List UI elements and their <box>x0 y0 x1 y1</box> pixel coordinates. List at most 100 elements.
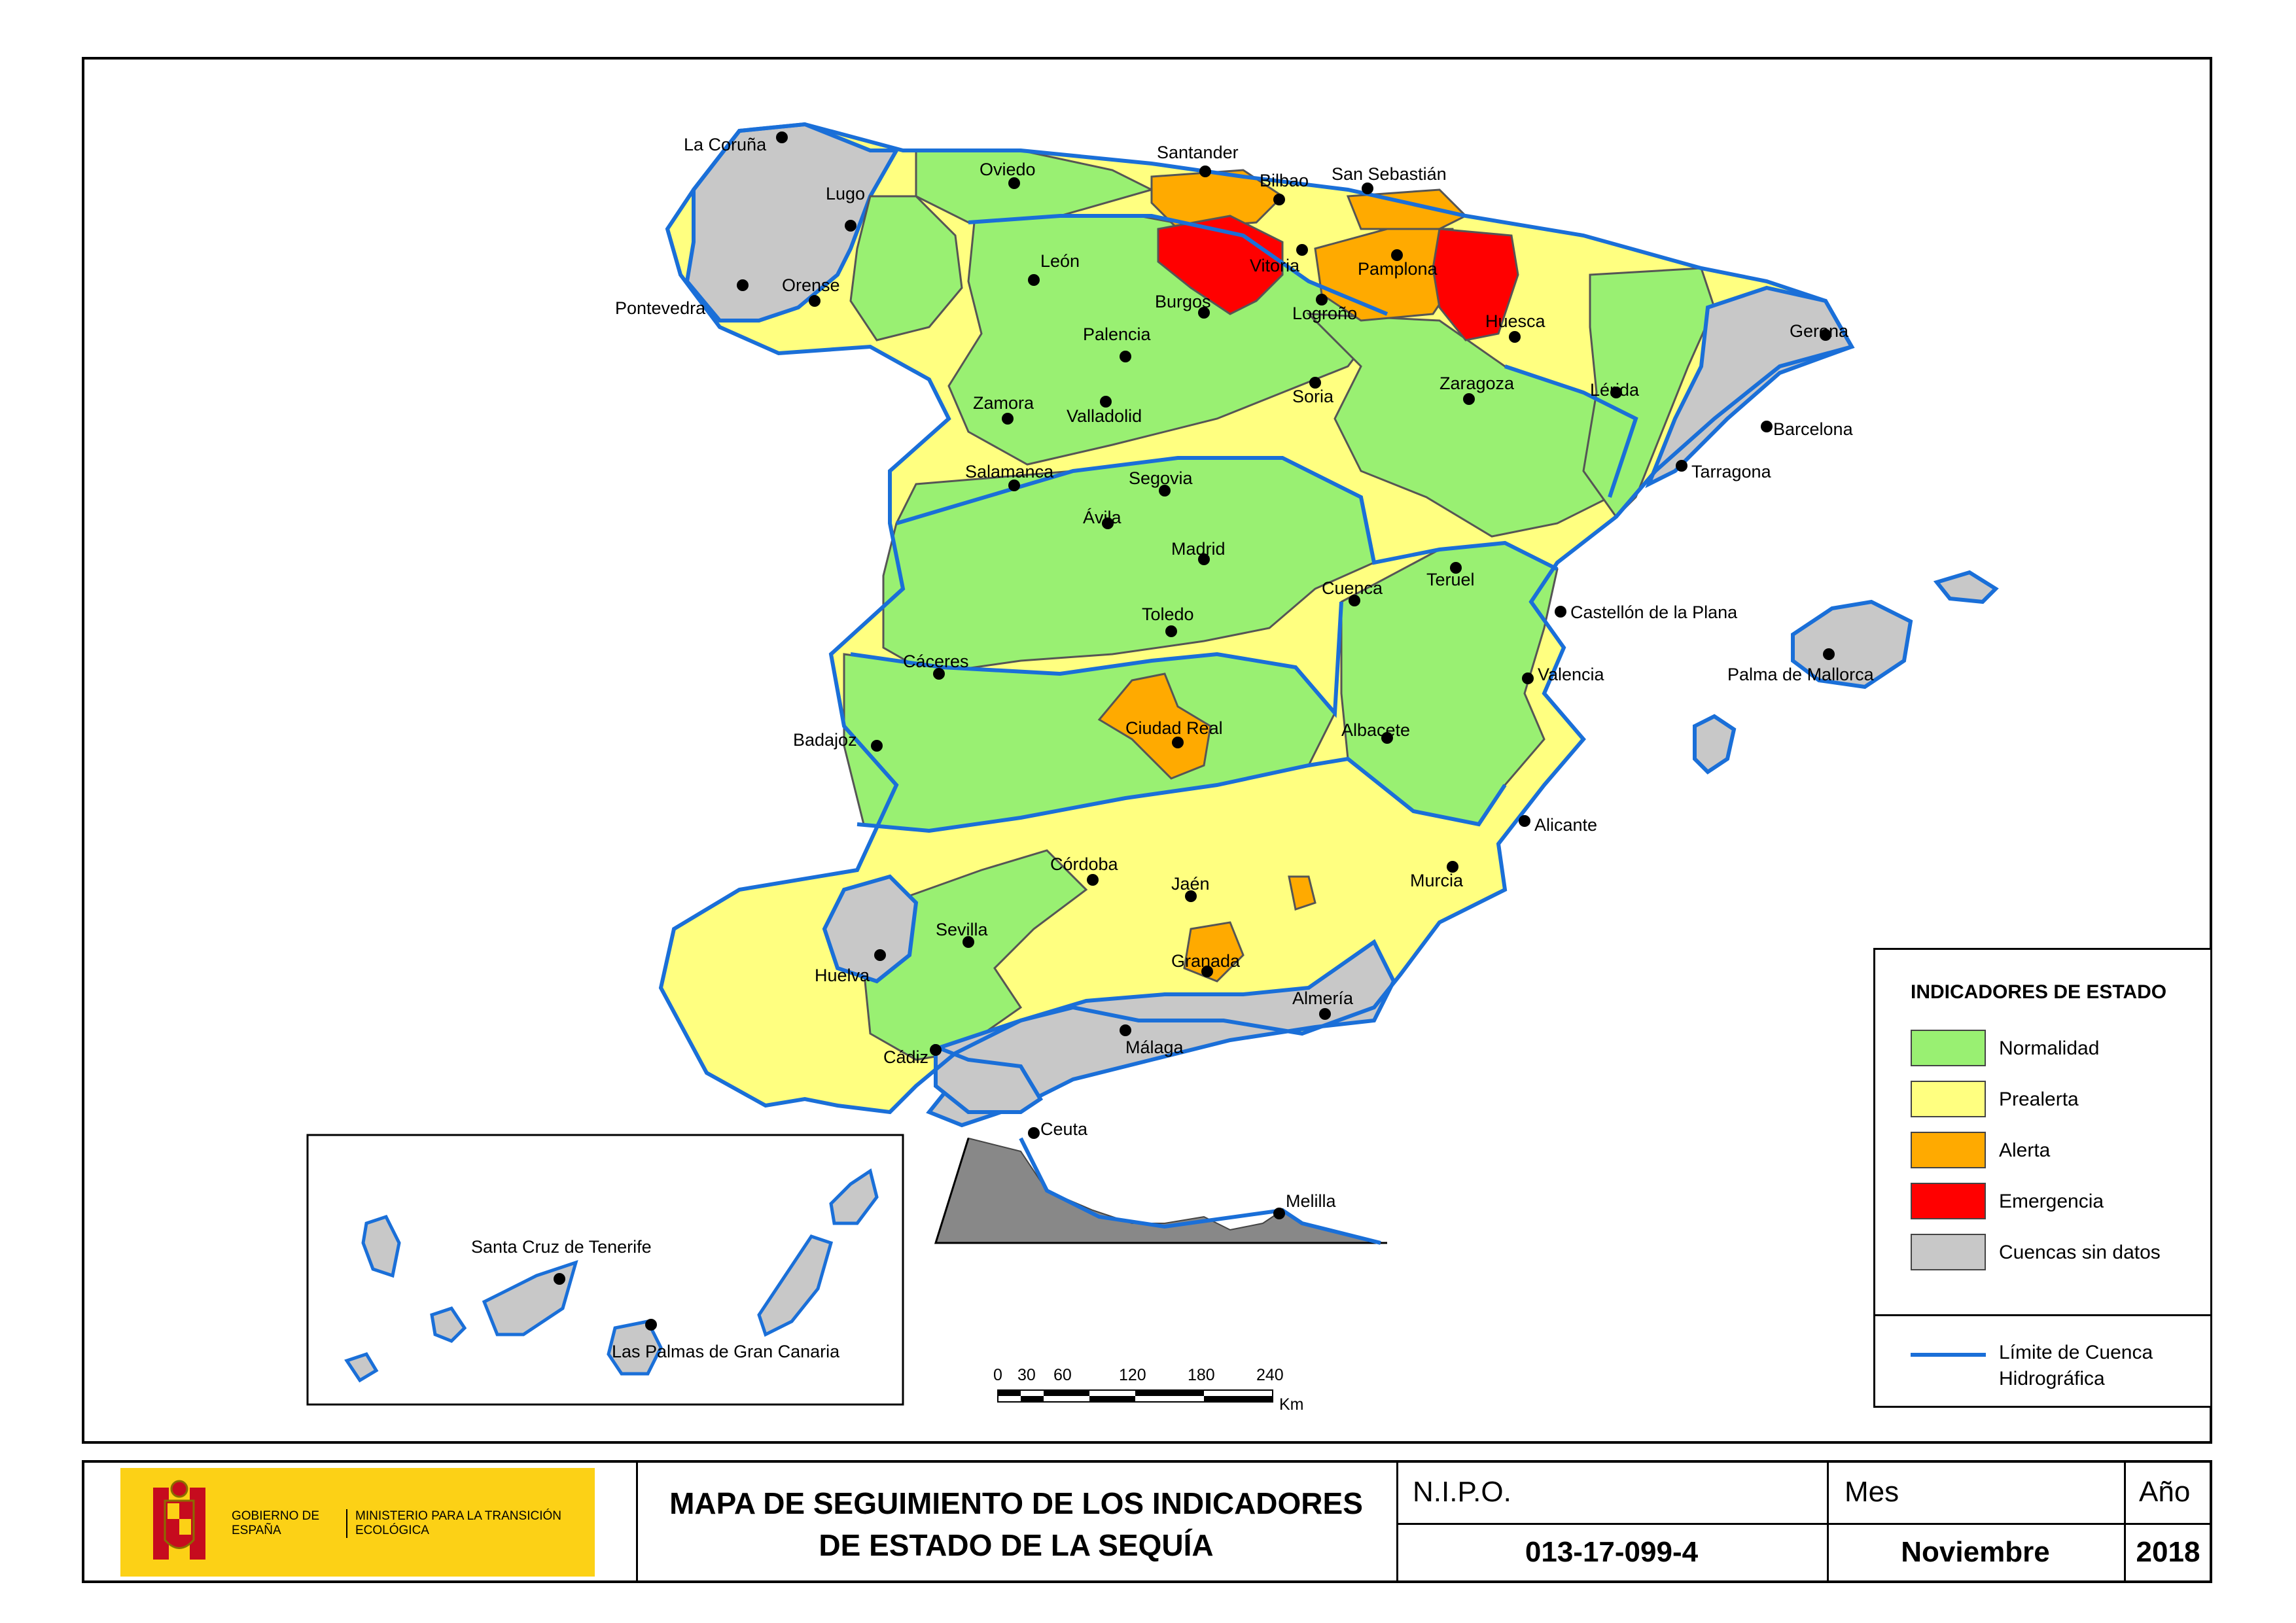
city-label-huesca: Huesca <box>1485 311 1546 331</box>
city-label-malaga: Málaga <box>1125 1038 1184 1057</box>
city-label-oviedo: Oviedo <box>980 160 1036 179</box>
scale-tick-60: 60 <box>1053 1366 1072 1384</box>
city-marker-salamanca <box>1008 480 1020 491</box>
city-label-lerida: Lérida <box>1590 380 1640 400</box>
city-marker-malaga <box>1120 1024 1131 1036</box>
legend-boundary-label: Límite de Cuenca Hidrográfica <box>1999 1342 2153 1389</box>
scale-tick-240: 240 <box>1256 1366 1284 1384</box>
city-label-pamplona: Pamplona <box>1358 259 1438 279</box>
city-label-caceres: Cáceres <box>903 652 969 671</box>
city-marker-segovia <box>1159 485 1171 497</box>
city-label-huelva: Huelva <box>815 966 870 985</box>
legend-swatch-normalidad <box>1911 1030 1986 1066</box>
legend-divider <box>1875 1314 2210 1316</box>
basin-huelva-sindatos <box>822 874 919 984</box>
legend-label-sin-datos: Cuencas sin datos <box>1999 1242 2161 1263</box>
city-marker-burgos <box>1198 307 1210 319</box>
city-label-bilbao: Bilbao <box>1260 171 1309 190</box>
city-marker-melilla <box>1273 1208 1285 1219</box>
city-label-burgos: Burgos <box>1155 292 1211 311</box>
city-label-cuenca: Cuenca <box>1322 578 1383 598</box>
basin-gibraltar-sindatos <box>934 1043 1044 1114</box>
coat-of-arms-icon <box>153 1480 205 1560</box>
city-label-avila: Ávila <box>1083 508 1122 527</box>
legend-label-normalidad: Normalidad <box>1999 1038 2100 1059</box>
city-label-la-coruna: La Coruña <box>684 135 767 154</box>
city-label-leon: León <box>1040 251 1080 271</box>
basin-pais-vasco-alerta <box>1346 188 1468 230</box>
scale-tick-0: 0 <box>993 1366 1002 1384</box>
legend-title: INDICADORES DE ESTADO <box>1911 981 2167 1003</box>
city-label-cordoba: Córdoba <box>1050 854 1119 874</box>
city-label-murcia: Murcia <box>1410 871 1464 890</box>
city-label-salamanca: Salamanca <box>965 462 1054 481</box>
city-label-madrid: Madrid <box>1171 539 1226 559</box>
ano-label: Año <box>2139 1476 2191 1508</box>
city-label-lugo: Lugo <box>826 184 865 203</box>
city-marker-valladolid <box>1100 396 1112 408</box>
basin-cantabria-alerta <box>1150 169 1284 230</box>
footer-separator <box>1396 1463 1398 1580</box>
footer-separator <box>2124 1463 2126 1580</box>
city-marker-bilbao <box>1273 194 1285 205</box>
city-marker-gerona <box>1820 329 1831 341</box>
map-canvas: La Coruña Lugo Oviedo Santander Bilbao San Se… <box>306 122 1999 1414</box>
city-marker-tarragona <box>1676 460 1687 472</box>
city-marker-cordoba <box>1087 874 1099 886</box>
city-marker-la-coruna <box>776 131 788 143</box>
city-label-badajoz: Badajoz <box>793 730 857 750</box>
city-label-valladolid: Valladolid <box>1067 406 1142 426</box>
city-marker-pontevedra <box>737 279 749 291</box>
city-marker-soria <box>1309 377 1321 389</box>
legend: INDICADORES DE ESTADO Normalidad Prealer… <box>1873 948 2212 1408</box>
legend-item-normalidad: Normalidad <box>1911 1030 2199 1066</box>
city-label-san-sebastian: San Sebastián <box>1332 164 1447 184</box>
legend-label-alerta: Alerta <box>1999 1140 2051 1161</box>
city-marker-alicante <box>1519 815 1530 827</box>
city-marker-huesca <box>1509 331 1521 343</box>
city-marker-san-sebastian <box>1362 183 1373 194</box>
city-label-gerona: Gerona <box>1790 321 1849 341</box>
basin-cataluna-costa-sindatos <box>1645 285 1855 489</box>
city-marker-santa-cruz-de-tenerife <box>554 1273 565 1285</box>
basin-cataluna-interior-normal <box>1582 267 1716 519</box>
city-label-las-palmas-de-gran-canaria: Las Palmas de Gran Canaria <box>612 1342 840 1361</box>
city-label-santa-cruz-de-tenerife: Santa Cruz de Tenerife <box>471 1237 652 1257</box>
city-marker-teruel <box>1450 562 1462 574</box>
legend-boundary-line <box>1911 1353 1986 1357</box>
city-label-zamora: Zamora <box>973 393 1034 413</box>
city-marker-logrono <box>1316 294 1328 305</box>
city-label-teruel: Teruel <box>1426 570 1475 589</box>
city-label-almeria: Almería <box>1292 988 1354 1008</box>
legend-swatch-alerta <box>1911 1132 1986 1168</box>
mes-value: Noviembre <box>1901 1536 2050 1568</box>
city-marker-almeria <box>1319 1008 1331 1020</box>
basin-pirineo-emergencia <box>1432 228 1519 341</box>
scale-tick-180: 180 <box>1188 1366 1215 1384</box>
basin-boundaries <box>658 122 1855 1115</box>
city-label-jaen: Jaén <box>1171 874 1210 894</box>
nipo-value: 013-17-099-4 <box>1525 1536 1699 1568</box>
city-marker-murcia <box>1447 861 1458 873</box>
city-marker-huelva <box>874 949 886 961</box>
legend-item-prealerta: Prealerta <box>1911 1081 2199 1117</box>
city-marker-jaen <box>1185 890 1197 902</box>
city-label-segovia: Segovia <box>1129 468 1193 488</box>
city-label-palencia: Palencia <box>1083 324 1152 344</box>
logo-ministerio-text: MINISTERIO PARA LA TRANSICIÓN ECOLÓGICA <box>346 1509 565 1538</box>
basin-miño-normal <box>849 195 963 341</box>
footer-separator <box>636 1463 638 1580</box>
city-marker-caceres <box>933 668 945 680</box>
balearic-mallorca <box>1791 599 1913 689</box>
city-marker-ceuta <box>1028 1127 1040 1139</box>
balearic-menorca <box>1933 570 1999 604</box>
legend-swatch-sin-datos <box>1911 1234 1986 1270</box>
city-marker-toledo <box>1165 625 1177 637</box>
basin-mediterranea-andaluza-sindatos <box>926 939 1396 1128</box>
scale-tick-30: 30 <box>1017 1366 1036 1384</box>
canary-islands-inset <box>306 1134 904 1406</box>
city-label-santander: Santander <box>1157 143 1239 162</box>
city-label-granada: Granada <box>1171 951 1241 971</box>
city-label-valencia: Valencia <box>1538 665 1605 684</box>
city-marker-lerida <box>1610 387 1622 398</box>
